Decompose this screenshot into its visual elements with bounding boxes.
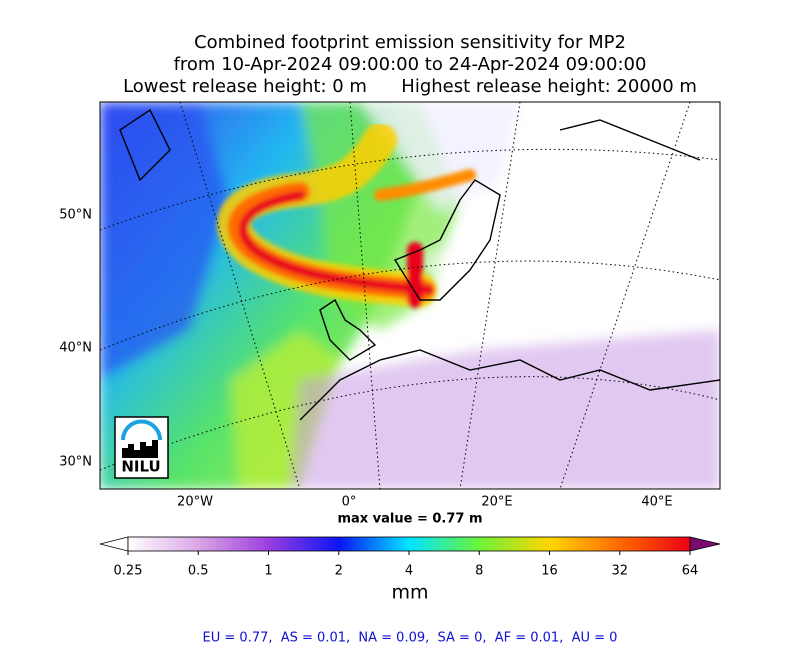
lon-label: 40°E xyxy=(641,495,672,510)
colorbar-extend xyxy=(689,536,721,552)
map-frame xyxy=(99,101,721,490)
colorbar: 0.25 0.5 1 2 4 8 16 32 64 xyxy=(99,536,721,579)
colorbar-unit: mm xyxy=(391,582,428,604)
title-line: Lowest release height: 0 m Highest relea… xyxy=(123,76,697,97)
summary: EU = 0.77, AS = 0.01, NA = 0.09, SA = 0,… xyxy=(203,631,618,646)
lat-label: 30°N xyxy=(59,455,92,470)
lon-label: 20°E xyxy=(481,495,512,510)
colorbar-tick-label: 32 xyxy=(611,564,628,579)
lat-label: 50°N xyxy=(59,208,92,223)
lon-label: 20°W xyxy=(177,495,213,510)
colorbar-extend xyxy=(99,536,129,552)
colorbar-tick-label: 0.25 xyxy=(114,564,143,579)
lat-label: 40°N xyxy=(59,341,92,356)
logo-text: NILU xyxy=(121,458,160,476)
colorbar-tick-label: 8 xyxy=(475,564,483,579)
colorbar-body xyxy=(127,536,691,552)
colorbar-tick-label: 2 xyxy=(335,564,343,579)
logo: NILU xyxy=(114,416,169,479)
colorbar-tick-label: 64 xyxy=(682,564,699,579)
lon-label: 0° xyxy=(342,495,357,510)
max-value: max value = 0.77 m xyxy=(337,512,482,527)
title-line: from 10-Apr-2024 09:00:00 to 24-Apr-2024… xyxy=(174,54,647,75)
colorbar-tick-label: 16 xyxy=(541,564,558,579)
colorbar-tick-label: 4 xyxy=(405,564,413,579)
colorbar-tick-label: 1 xyxy=(264,564,272,579)
title-line: Combined footprint emission sensitivity … xyxy=(194,32,626,53)
colorbar-tick-label: 0.5 xyxy=(188,564,209,579)
map-field xyxy=(100,102,720,489)
